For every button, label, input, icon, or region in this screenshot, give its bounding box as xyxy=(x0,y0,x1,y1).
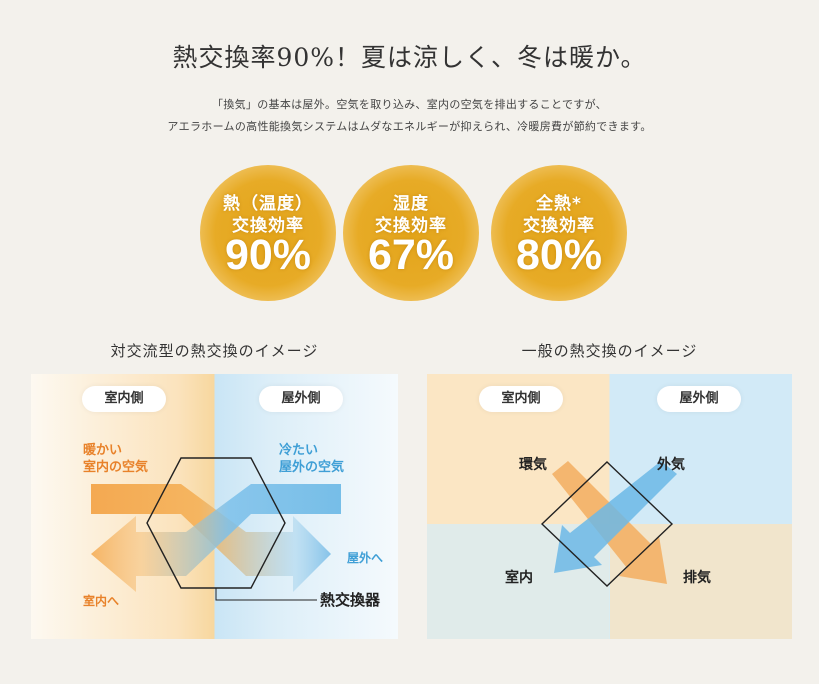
counterflow-diagram-graphic xyxy=(31,374,398,639)
counterflow-diagram: 室内側 屋外側 暖かい 室内の空気 冷たい 屋外の空気 屋外へ 室内へ 熱交換器 xyxy=(31,374,398,639)
indoor-side-label: 室内側 xyxy=(479,386,563,412)
warm-air-label-line-2: 室内の空気 xyxy=(83,460,149,475)
to-outdoor-label: 屋外へ xyxy=(347,551,384,565)
humidity-exchange-badge: 湿度 交換効率 67% xyxy=(343,165,479,301)
cold-air-label-line-2: 屋外の空気 xyxy=(279,460,345,475)
warm-air-label: 暖かい 室内の空気 xyxy=(83,442,148,476)
outside-air-label: 外気 xyxy=(657,457,685,473)
return-air-label: 環気 xyxy=(519,457,547,473)
total-heat-exchange-badge: 全熱* 交換効率 80% xyxy=(491,165,627,301)
page-title: 熱交換率90%！夏は涼しく、冬は暖か。 xyxy=(172,43,647,72)
counterflow-diagram-title: 対交流型の熱交換のイメージ xyxy=(110,342,319,360)
badge-value: 90% xyxy=(224,231,312,279)
cold-air-label: 冷たい 屋外の空気 xyxy=(279,442,344,476)
badge-label: 交換効率 xyxy=(232,216,304,236)
outdoor-side-label: 屋外側 xyxy=(657,386,741,412)
badge-label: 交換効率 xyxy=(375,216,447,236)
general-diagram-graphic xyxy=(427,374,792,639)
description-line-2: アエラホームの高性能換気システムはムダなエネルギーが抑えられ、冷暖房費が節約でき… xyxy=(167,120,652,133)
cold-air-label-line-1: 冷たい xyxy=(279,443,319,458)
badge-label: 湿度 xyxy=(393,194,429,214)
to-indoor-label: 室内へ xyxy=(83,594,120,608)
general-diagram: 室内側 屋外側 環気 外気 室内 排気 xyxy=(427,374,792,639)
exhaust-label: 排気 xyxy=(683,570,711,586)
badge-label: 交換効率 xyxy=(523,216,595,236)
description-line-1: 「換気」の基本は屋外。空気を取り込み、室内の空気を排出することですが、 xyxy=(212,98,607,111)
heat-exchange-badge: 熱（温度） 交換効率 90% xyxy=(200,165,336,301)
indoor-label: 室内 xyxy=(505,570,533,586)
outdoor-side-label: 屋外側 xyxy=(259,386,343,412)
badge-value: 67% xyxy=(367,231,455,279)
heat-exchanger-label: 熱交換器 xyxy=(320,591,381,609)
badge-label: 熱（温度） xyxy=(223,194,313,214)
warm-air-label-line-1: 暖かい xyxy=(83,443,123,458)
badge-value: 80% xyxy=(515,231,603,279)
general-diagram-title: 一般の熱交換のイメージ xyxy=(521,342,698,360)
badge-label: 全熱* xyxy=(536,194,582,214)
indoor-side-label: 室内側 xyxy=(82,386,166,412)
